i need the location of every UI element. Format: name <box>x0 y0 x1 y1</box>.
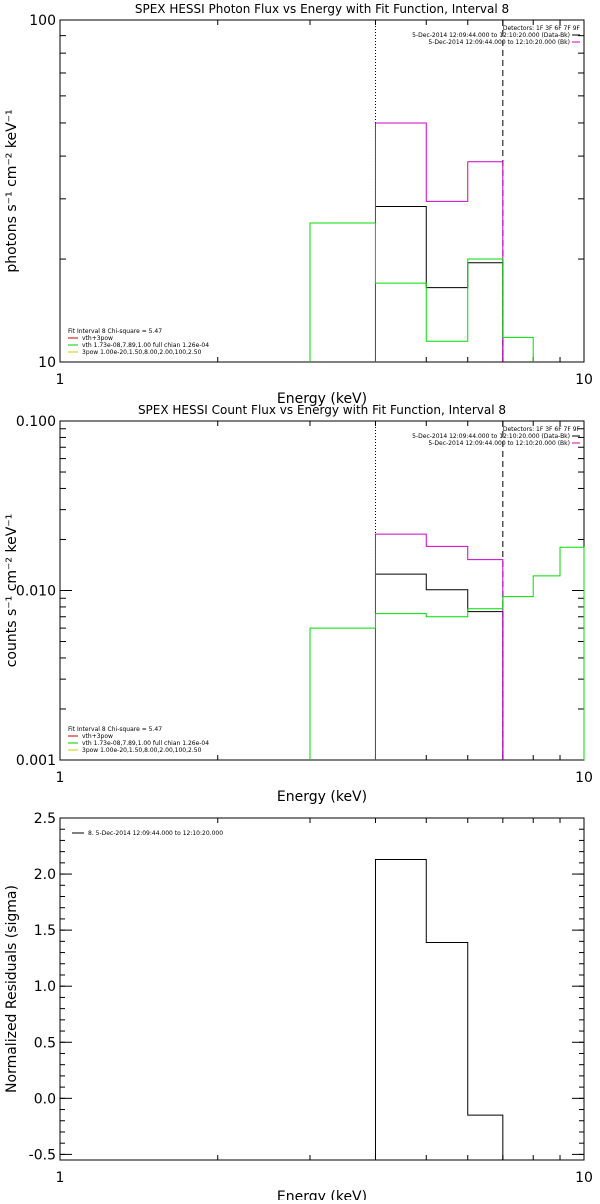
x-tick-label: 10 <box>575 1170 593 1186</box>
chart-3: 1 10 -0.5 0.0 0.5 1.0 1.5 2.0 2.5 Energy (keV) Nor… <box>4 811 593 1204</box>
chart-title: SPEX HESSI Photon Flux vs Energy with Fi… <box>135 2 509 16</box>
y-tick-label: 0.001 <box>16 753 56 769</box>
chart-title: SPEX HESSI Count Flux vs Energy with Fit… <box>138 403 506 417</box>
x-tick-label: 1 <box>56 1170 65 1186</box>
x-axis-label: Energy (keV) <box>277 1189 367 1200</box>
y-tick-label: 0.5 <box>34 1035 56 1051</box>
x-tick-label: 10 <box>575 372 593 388</box>
y-tick-label: 0.010 <box>16 584 56 600</box>
x-axis-label: Energy (keV) <box>277 789 367 805</box>
y-tick-label: 10 <box>38 355 56 371</box>
histogram-series <box>374 205 504 362</box>
legend-entry: 5-Dec-2014 12:09:44.000 to 12:10:20.000 … <box>412 433 570 440</box>
legend-entry: Fit Interval 8 Chi-square = 5.47 <box>68 328 162 335</box>
legend-entry: 8. 5-Dec-2014 12:09:44.000 to 12:10:20.0… <box>88 830 223 837</box>
x-tick-label: 1 <box>56 770 65 786</box>
legend-entry: 5-Dec-2014 12:09:44.000 to 12:10:20.000 … <box>428 440 570 447</box>
histogram-series <box>374 573 504 760</box>
x-tick-label: 10 <box>575 770 593 786</box>
plot-frame <box>59 817 585 1161</box>
y-tick-label: 2.0 <box>34 867 56 883</box>
legend-entry: Detectors: 1F 3F 6F 7F 9F <box>503 25 581 32</box>
legend-entry: vth+3pow <box>82 335 113 342</box>
y-tick-label: 1.5 <box>34 923 56 939</box>
y-tick-label: -0.5 <box>29 1147 56 1163</box>
plot-frame <box>59 19 585 363</box>
histogram-series <box>374 533 504 760</box>
y-tick-label: 0.0 <box>34 1091 56 1107</box>
y-axis-label: photons s⁻¹ cm⁻² keV⁻¹ <box>4 109 20 272</box>
y-tick-label: 2.5 <box>34 811 56 827</box>
legend-entry: 5-Dec-2014 12:09:44.000 to 12:10:20.000 … <box>428 39 570 46</box>
legend-entry: vth 1.73e-08,7.89,1.00 full chian 1.26e-… <box>82 342 209 349</box>
histogram-series <box>374 122 504 362</box>
legend-entry: Detectors: 1F 3F 6F 7F 9F <box>503 426 581 433</box>
y-axis-label: Normalized Residuals (sigma) <box>4 885 20 1093</box>
legend-entry: vth 1.73e-08,7.89,1.00 full chian 1.26e-… <box>82 740 209 747</box>
y-axis-label: counts s⁻¹ cm⁻² keV⁻¹ <box>4 514 20 668</box>
y-tick-label: 1.0 <box>34 979 56 995</box>
legend-entry: 5-Dec-2014 12:09:44.000 to 12:10:20.000 … <box>412 32 570 39</box>
x-tick-label: 1 <box>56 372 65 388</box>
chart-2: 1 10 0.001 0.010 0.100 SPEX HESSI Count Flux … <box>4 403 593 805</box>
histogram-series <box>374 858 504 1160</box>
y-tick-label: 100 <box>29 13 56 29</box>
y-tick-label: 0.100 <box>16 414 56 430</box>
plot-frame <box>59 420 585 761</box>
legend-entry: Fit Interval 8 Chi-square = 5.47 <box>68 726 162 733</box>
x-axis-label: Energy (keV) <box>277 391 367 407</box>
legend-entry: 3pow 1.00e-20,1.50,8.00,2.00,100,2.50 <box>82 747 202 754</box>
legend-entry: 3pow 1.00e-20,1.50,8.00,2.00,100,2.50 <box>82 349 202 356</box>
histogram-series <box>309 222 534 362</box>
legend-entry: vth+3pow <box>82 733 113 740</box>
histogram-series <box>309 546 585 760</box>
